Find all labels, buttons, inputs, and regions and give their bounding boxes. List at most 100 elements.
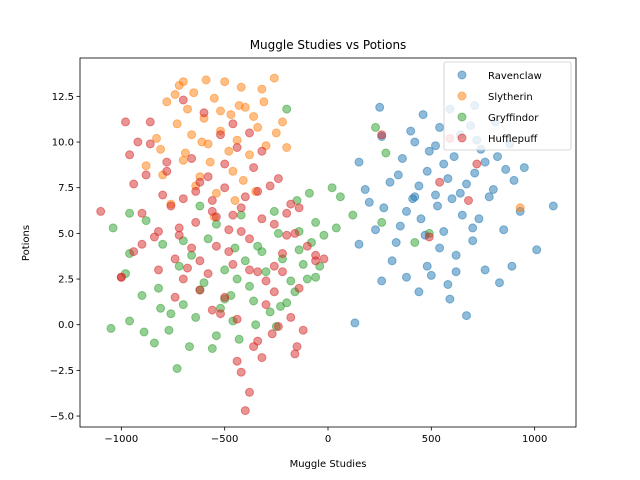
- y-tick-label: 10.0: [52, 138, 74, 149]
- point-slytherin: [201, 75, 211, 85]
- point-hufflepuff: [191, 186, 201, 196]
- point-hufflepuff: [178, 194, 188, 204]
- point-hufflepuff: [116, 272, 126, 282]
- point-slytherin: [178, 77, 188, 87]
- point-ravenclaw: [443, 280, 453, 289]
- point-hufflepuff: [236, 367, 246, 377]
- point-slytherin: [162, 97, 172, 107]
- point-hufflepuff: [207, 305, 217, 315]
- point-hufflepuff: [236, 203, 246, 213]
- point-hufflepuff: [253, 336, 263, 346]
- point-gryffindor: [377, 217, 387, 227]
- point-ravenclaw: [350, 318, 360, 328]
- point-ravenclaw: [387, 256, 397, 266]
- point-ravenclaw: [391, 238, 401, 247]
- point-ravenclaw: [468, 223, 478, 233]
- point-gryffindor: [240, 256, 250, 266]
- point-hufflepuff: [245, 387, 254, 397]
- point-hufflepuff: [137, 208, 147, 218]
- point-hufflepuff: [249, 163, 259, 173]
- point-gryffindor: [125, 208, 135, 218]
- y-axis-label: Potions: [21, 225, 32, 261]
- point-ravenclaw: [377, 276, 387, 286]
- point-ravenclaw: [509, 175, 519, 185]
- point-hufflepuff: [199, 108, 209, 118]
- point-hufflepuff: [133, 137, 143, 147]
- point-ravenclaw: [457, 210, 467, 220]
- legend-label-hufflepuff: Hufflepuff: [488, 134, 538, 145]
- point-hufflepuff: [269, 261, 279, 271]
- point-hufflepuff: [261, 276, 271, 286]
- point-ravenclaw: [445, 294, 455, 304]
- y-tick-label: −2.5: [50, 366, 74, 377]
- point-hufflepuff: [236, 227, 246, 236]
- point-ravenclaw: [422, 261, 432, 271]
- legend-box: [443, 61, 572, 151]
- point-ravenclaw: [426, 270, 436, 280]
- point-gryffindor: [156, 303, 166, 313]
- point-ravenclaw: [414, 287, 424, 297]
- point-gryffindor: [203, 234, 213, 244]
- point-slytherin: [180, 148, 190, 158]
- point-gryffindor: [302, 274, 312, 284]
- point-hufflepuff: [253, 267, 263, 277]
- point-slytherin: [269, 73, 279, 83]
- point-hufflepuff: [472, 159, 482, 169]
- point-gryffindor: [141, 216, 151, 226]
- legend-marker-hufflepuff: [457, 133, 467, 143]
- point-slytherin: [189, 88, 199, 98]
- x-axis: −1000 −500 0 500 1000: [104, 427, 547, 445]
- point-slytherin: [156, 144, 166, 154]
- point-hufflepuff: [191, 217, 201, 227]
- point-slytherin: [226, 110, 236, 120]
- point-hufflepuff: [240, 406, 250, 416]
- x-tick-label: 1000: [522, 434, 547, 445]
- point-ravenclaw: [468, 236, 478, 246]
- point-gryffindor: [273, 228, 283, 238]
- point-ravenclaw: [424, 146, 434, 156]
- point-slytherin: [178, 155, 188, 165]
- point-ravenclaw: [447, 194, 457, 204]
- point-hufflepuff: [129, 179, 139, 189]
- point-hufflepuff: [240, 192, 250, 202]
- point-hufflepuff: [273, 174, 283, 184]
- legend-marker-slytherin: [457, 91, 467, 101]
- point-hufflepuff: [154, 265, 163, 275]
- point-slytherin: [238, 175, 248, 185]
- x-tick-label: 0: [325, 434, 331, 445]
- point-gryffindor: [381, 148, 391, 158]
- point-gryffindor: [154, 283, 163, 293]
- point-gryffindor: [311, 272, 321, 282]
- point-gryffindor: [335, 192, 345, 202]
- point-hufflepuff: [228, 210, 238, 220]
- y-tick-label: 0.0: [58, 320, 74, 331]
- point-hufflepuff: [178, 274, 188, 284]
- point-ravenclaw: [451, 250, 461, 260]
- point-hufflepuff: [211, 241, 221, 251]
- point-slytherin: [209, 93, 219, 103]
- point-hufflepuff: [216, 130, 225, 140]
- point-hufflepuff: [178, 95, 188, 105]
- point-gryffindor: [207, 344, 217, 353]
- point-slytherin: [245, 150, 254, 160]
- point-gryffindor: [282, 104, 292, 114]
- point-hufflepuff: [298, 325, 308, 335]
- point-ravenclaw: [402, 272, 411, 282]
- point-ravenclaw: [397, 154, 407, 163]
- point-ravenclaw: [455, 188, 465, 198]
- point-gryffindor: [211, 331, 221, 341]
- point-ravenclaw: [462, 179, 471, 189]
- point-hufflepuff: [267, 329, 277, 339]
- point-ravenclaw: [443, 174, 453, 184]
- point-ravenclaw: [501, 164, 511, 174]
- point-gryffindor: [166, 309, 176, 319]
- point-ravenclaw: [354, 157, 364, 167]
- point-hufflepuff: [141, 170, 151, 180]
- legend-label-gryffindor: Gryffindor: [488, 113, 539, 124]
- point-ravenclaw: [480, 157, 490, 167]
- chart-title: Muggle Studies vs Potions: [250, 38, 407, 52]
- point-ravenclaw: [360, 185, 370, 194]
- point-gryffindor: [371, 122, 380, 132]
- point-ravenclaw: [507, 261, 517, 271]
- x-tick-label: 500: [422, 434, 441, 445]
